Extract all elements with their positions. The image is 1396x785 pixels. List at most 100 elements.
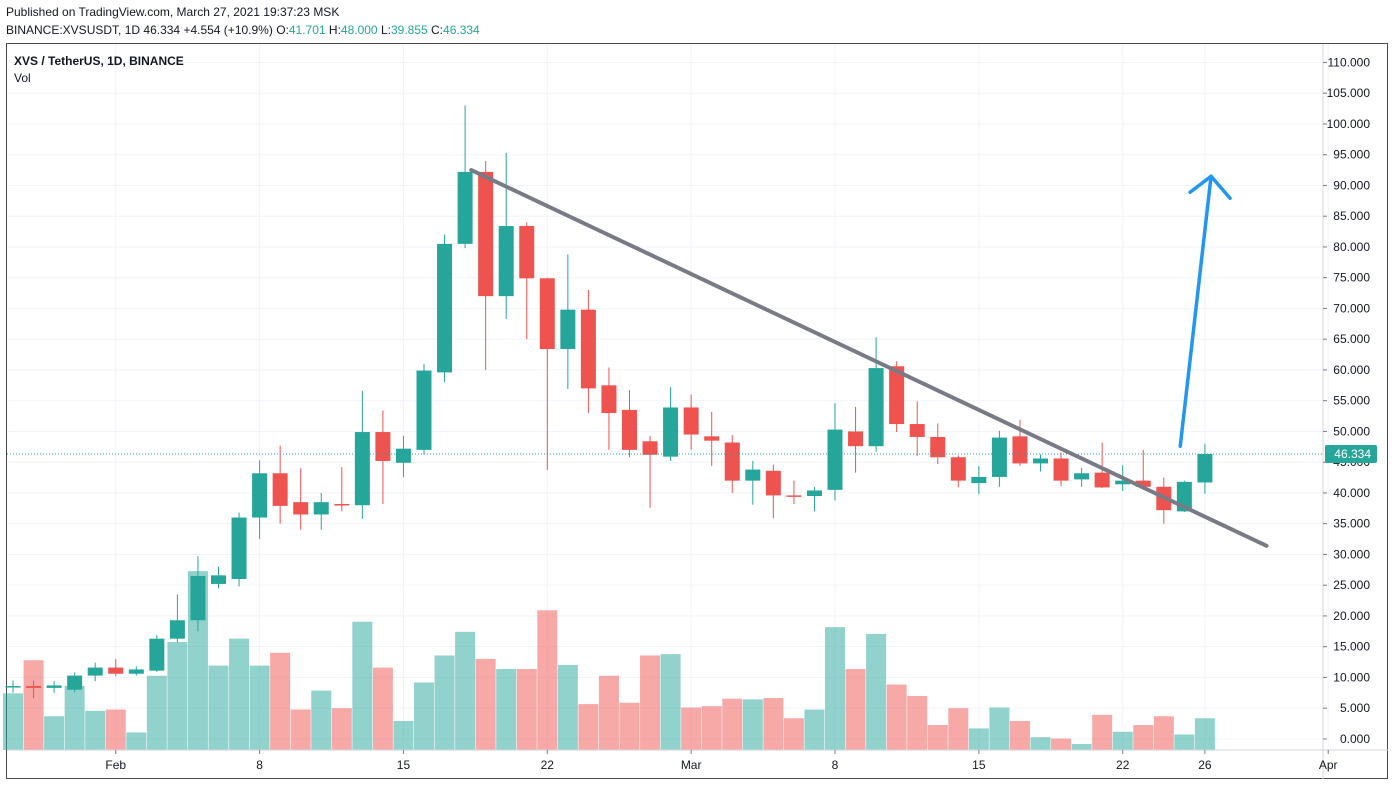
volume-bar — [1133, 725, 1154, 750]
candle-body — [313, 502, 329, 515]
candle-body — [128, 669, 144, 674]
volume-bar — [414, 682, 434, 750]
volume-bar — [3, 693, 23, 750]
price-tick-label: 100.000 — [1327, 117, 1371, 131]
low-label: L: — [380, 23, 391, 37]
candle-body — [457, 171, 473, 244]
price-tick-label: 25.000 — [1333, 578, 1370, 592]
price-tick-label: 75.000 — [1333, 271, 1370, 285]
volume-bar — [907, 696, 928, 750]
time-tick-label: Apr — [1319, 758, 1338, 772]
volume-bar — [804, 709, 825, 750]
candle-body — [519, 226, 535, 279]
volume-bar — [372, 667, 393, 750]
volume-bar — [331, 708, 352, 750]
price-tick-label: 40.000 — [1333, 486, 1370, 500]
candle-body — [601, 385, 617, 413]
candle-body — [26, 686, 42, 688]
candle-body — [806, 490, 822, 497]
resistance-trendline — [469, 168, 1269, 548]
low-value: 39.855 — [390, 23, 428, 37]
candle-body — [375, 432, 391, 461]
volume-bar — [1112, 731, 1133, 750]
candle-body — [704, 436, 720, 441]
ohlc-summary: BINANCE:XVSUSDT, 1D 46.334 +4.554 (+10.9… — [6, 23, 480, 37]
candle-body — [848, 431, 864, 447]
price-tick-label: 90.000 — [1333, 178, 1370, 192]
candle-body — [971, 476, 987, 484]
volume-bar — [270, 652, 291, 750]
candle-body — [1012, 436, 1028, 464]
price-tick-label: 50.000 — [1333, 424, 1370, 438]
chart-frame — [6, 43, 1388, 779]
candle-body — [745, 469, 761, 481]
volume-bar — [763, 698, 784, 750]
open-label: O: — [276, 23, 289, 37]
time-tick-label: 22 — [1116, 758, 1130, 772]
price-tick-label: 105.000 — [1327, 86, 1371, 100]
volume-bar — [783, 718, 804, 750]
candle-body — [930, 436, 946, 458]
candle-body — [395, 448, 411, 463]
volume-bar — [989, 707, 1010, 750]
volume-bar — [85, 710, 106, 750]
time-tick-label: 26 — [1198, 758, 1212, 772]
volume-bar — [352, 621, 373, 750]
time-tick-label: 8 — [256, 758, 263, 772]
candle-body — [622, 409, 637, 450]
volume-bar — [44, 716, 65, 750]
volume-bar — [701, 706, 722, 750]
candle-body — [868, 368, 884, 447]
price-tick-label: 20.000 — [1333, 609, 1370, 623]
volume-bar — [455, 631, 476, 750]
published-info: Published on TradingView.com, March 27, … — [6, 5, 340, 19]
volume-bar — [619, 702, 640, 750]
candle-body — [950, 457, 966, 481]
candle-body — [108, 667, 124, 674]
candle-body — [1135, 480, 1151, 487]
candle-body — [46, 685, 62, 688]
projection-arrow-head — [1188, 174, 1232, 200]
volume-bar — [126, 732, 147, 750]
high-label: H: — [328, 23, 341, 37]
candle-body — [190, 575, 206, 621]
price-tick-label: 65.000 — [1333, 332, 1370, 346]
legend-title: XVS / TetherUS, 1D, BINANCE — [14, 54, 184, 68]
symbol-line: BINANCE:XVSUSDT, 1D — [6, 23, 141, 37]
volume-bar — [64, 685, 85, 750]
volume-bar — [475, 658, 496, 750]
volume-bar — [208, 665, 229, 750]
volume-bar — [167, 642, 188, 750]
volume-legend: Vol — [14, 71, 31, 85]
close-label: C: — [431, 23, 444, 37]
candle-body — [149, 638, 165, 671]
volume-bar — [557, 664, 578, 750]
candle-body — [211, 575, 226, 584]
volume-bar — [229, 638, 250, 750]
price-tick-label: 35.000 — [1333, 517, 1370, 531]
candle-body — [1094, 472, 1110, 488]
current-price-tag — [1325, 444, 1377, 463]
volume-bar — [516, 669, 537, 750]
volume-bar — [105, 709, 126, 750]
price-tick-label: 30.000 — [1333, 547, 1370, 561]
volume-bar — [640, 655, 661, 750]
time-tick-label: 15 — [972, 758, 986, 772]
volume-bar — [866, 633, 887, 750]
current-price-label: 46.334 — [1334, 447, 1371, 461]
candle-body — [231, 517, 247, 580]
volume-bar — [23, 660, 44, 750]
candle-body — [724, 442, 740, 481]
candle-body — [272, 473, 288, 506]
candle-body — [580, 309, 596, 389]
price-tick-label: 0.000 — [1340, 732, 1370, 746]
candle-body — [169, 620, 185, 639]
volume-bar — [537, 610, 558, 750]
volume-bar — [1009, 720, 1030, 750]
candle-body — [354, 432, 370, 506]
volume-bar — [578, 704, 599, 750]
price-tick-label: 55.000 — [1333, 394, 1370, 408]
volume-bar — [681, 707, 702, 750]
volume-bar — [948, 708, 969, 750]
